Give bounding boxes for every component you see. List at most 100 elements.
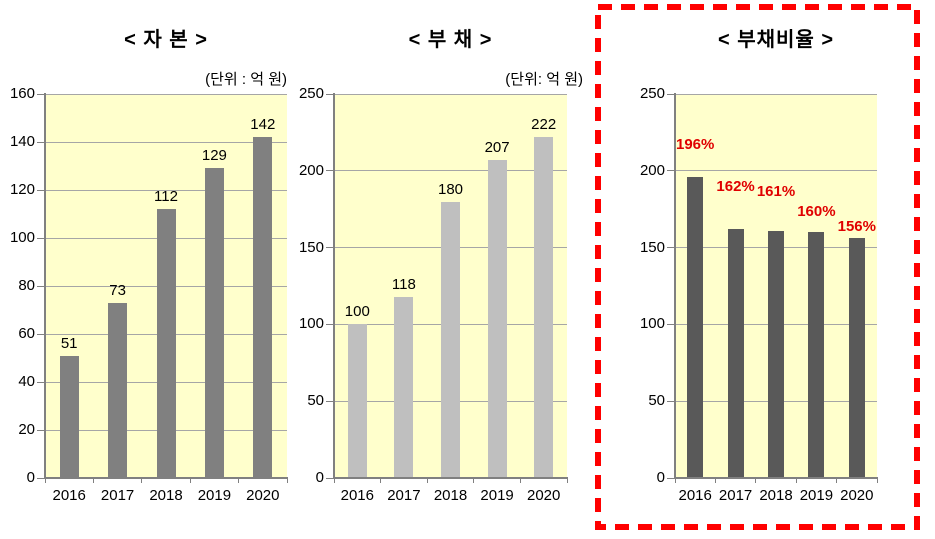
x-axis-label: 2018 xyxy=(433,487,468,504)
bar-2016 xyxy=(59,355,79,478)
gridline xyxy=(334,170,567,172)
bar-2017 xyxy=(108,302,128,478)
chart-unit-capital: (단위 : 억 원) xyxy=(205,71,287,88)
x-axis-tick xyxy=(566,478,568,483)
y-axis-tick xyxy=(37,93,45,95)
x-axis-line xyxy=(44,477,288,479)
x-axis-label: 2018 xyxy=(759,487,793,504)
value-label: 222 xyxy=(531,116,557,133)
y-axis-tick xyxy=(667,170,675,172)
x-axis-tick xyxy=(189,478,191,483)
y-axis-label: 50 xyxy=(307,392,324,410)
bar-2020 xyxy=(253,137,273,478)
bar-2019 xyxy=(808,232,825,478)
y-axis-label: 120 xyxy=(9,181,35,198)
x-axis-tick xyxy=(836,478,838,483)
x-axis-tick xyxy=(286,478,288,483)
y-axis-label: 100 xyxy=(298,315,324,333)
y-axis-line xyxy=(674,93,676,479)
value-label: 129 xyxy=(201,147,227,165)
value-label: 196% xyxy=(676,135,715,153)
y-axis-tick xyxy=(326,400,334,402)
x-axis-label: 2020 xyxy=(527,487,561,504)
x-axis-label: 2020 xyxy=(246,487,280,504)
y-axis-tick xyxy=(326,170,334,172)
y-axis-label: 0 xyxy=(656,469,665,486)
chart-title-debt-ratio: < 부채비율 > xyxy=(717,29,835,51)
x-axis-label: 2016 xyxy=(52,487,86,504)
x-axis-tick xyxy=(380,478,382,483)
y-axis-tick xyxy=(326,247,334,249)
y-axis-tick xyxy=(326,323,334,325)
y-axis-tick xyxy=(667,323,675,325)
x-axis-tick xyxy=(674,478,676,483)
y-axis-tick xyxy=(326,477,334,479)
bar-2019 xyxy=(487,160,507,478)
y-axis-tick xyxy=(667,93,675,95)
x-axis-tick xyxy=(714,478,716,483)
x-axis-label: 2017 xyxy=(100,487,135,504)
y-axis-label: 140 xyxy=(9,133,35,150)
x-axis-tick xyxy=(519,478,521,483)
x-axis-label: 2016 xyxy=(678,487,712,504)
value-label: 207 xyxy=(484,139,510,157)
y-axis-label: 200 xyxy=(298,161,324,179)
y-axis-tick xyxy=(326,93,334,95)
y-axis-tick xyxy=(667,247,675,249)
y-axis-tick xyxy=(667,477,675,479)
y-axis-label: 150 xyxy=(298,238,324,256)
x-axis-line xyxy=(333,477,568,479)
x-axis-tick xyxy=(795,478,797,483)
value-label: 142 xyxy=(250,116,276,134)
y-axis-label: 20 xyxy=(18,421,35,438)
y-axis-label: 160 xyxy=(9,85,35,102)
gridline xyxy=(334,93,567,95)
x-axis-label: 2019 xyxy=(480,487,514,504)
x-axis-tick xyxy=(876,478,878,483)
bar-2018 xyxy=(441,201,460,478)
gridline xyxy=(45,141,287,143)
x-axis-label: 2017 xyxy=(387,487,421,504)
x-axis-tick xyxy=(426,478,428,483)
y-axis-tick xyxy=(37,141,45,143)
y-axis-label: 100 xyxy=(9,229,35,246)
bar-2020 xyxy=(534,137,554,478)
y-axis-tick xyxy=(37,237,45,239)
x-axis-tick xyxy=(44,478,46,483)
bar-2018 xyxy=(156,209,176,478)
y-axis-tick xyxy=(667,400,675,402)
y-axis-label: 150 xyxy=(639,238,665,256)
bar-2017 xyxy=(727,229,744,478)
value-label: 180 xyxy=(437,180,464,198)
y-axis-label: 80 xyxy=(18,277,35,294)
y-axis-label: 50 xyxy=(648,392,665,410)
y-axis-tick xyxy=(37,477,45,479)
value-label: 160% xyxy=(797,203,836,221)
y-axis-label: 100 xyxy=(639,315,665,333)
gridline xyxy=(675,93,877,95)
y-axis-label: 60 xyxy=(18,325,35,342)
y-axis-line xyxy=(44,93,46,479)
x-axis-label: 2019 xyxy=(197,487,232,504)
y-axis-label: 0 xyxy=(26,469,35,486)
y-axis-line xyxy=(333,93,335,479)
value-label: 162% xyxy=(716,178,755,196)
y-axis-label: 250 xyxy=(298,85,324,102)
bar-2018 xyxy=(768,230,784,478)
x-axis-line xyxy=(674,477,878,479)
bar-2019 xyxy=(204,168,224,478)
x-axis-label: 2019 xyxy=(799,487,834,504)
x-axis-tick xyxy=(473,478,475,483)
bar-2016 xyxy=(347,324,367,478)
value-label: 112 xyxy=(154,188,178,206)
bar-2016 xyxy=(687,176,704,478)
bar-2017 xyxy=(394,296,414,478)
value-label: 161% xyxy=(756,182,796,200)
x-axis-label: 2020 xyxy=(840,487,874,504)
x-axis-label: 2017 xyxy=(718,487,753,504)
y-axis-label: 250 xyxy=(639,85,665,102)
value-label: 51 xyxy=(60,334,78,352)
bar-2020 xyxy=(848,238,865,478)
